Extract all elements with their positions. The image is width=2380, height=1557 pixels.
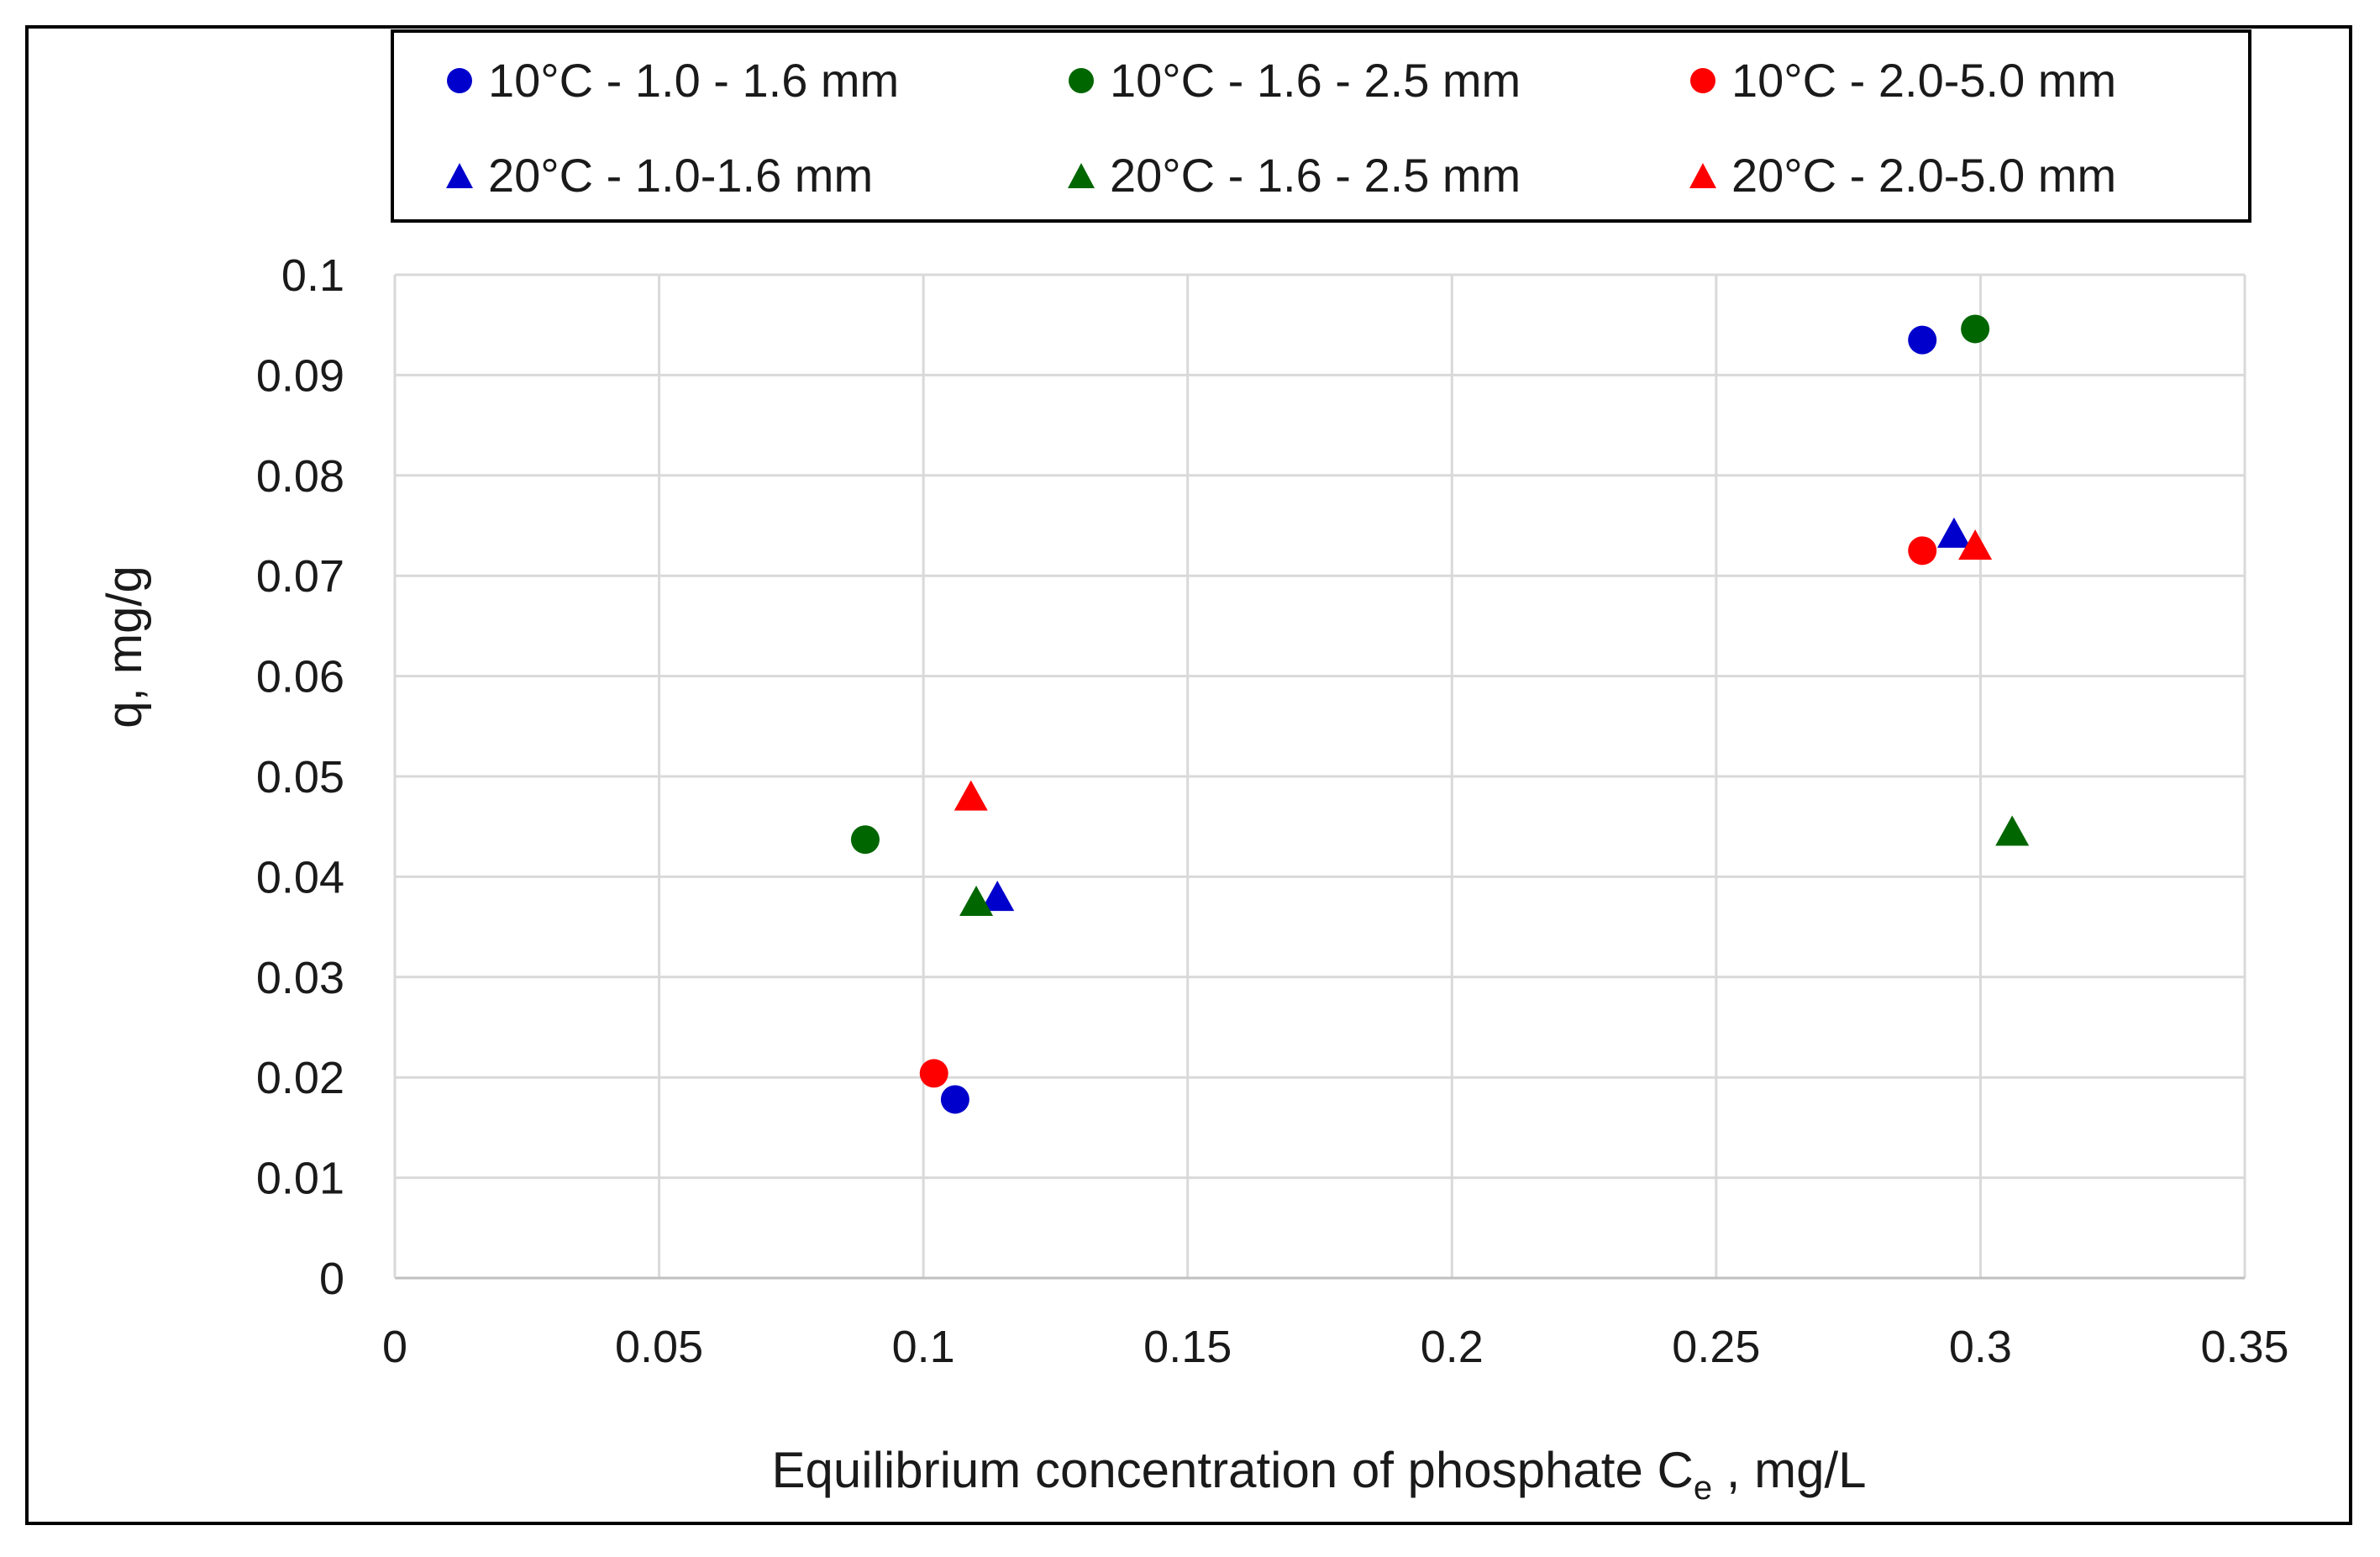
legend-item-10c-2.0-5.0: 10°C - 2.0-5.0 mm	[1637, 33, 2255, 128]
legend-marker-circle-red	[1690, 67, 1715, 93]
y-tick-label: 0.07	[256, 551, 344, 602]
legend-label: 20°C - 1.6 - 2.5 mm	[1110, 149, 1521, 202]
tick-labels: 0 0.05 0.1 0.15 0.2 0.25 0.3 0.35 0 0.01 0.02 0.03 0…	[256, 250, 2289, 1372]
grid-lines	[395, 273, 2246, 1278]
legend-item-10c-1.6-2.5: 10°C - 1.6 - 2.5 mm	[1016, 33, 1637, 128]
legend-label: 10°C - 1.0 - 1.6 mm	[488, 54, 900, 107]
legend-marker-triangle-green	[1068, 162, 1095, 188]
y-tick-label: 0.06	[256, 652, 344, 702]
legend-label: 20°C - 1.0-1.6 mm	[488, 149, 874, 202]
data-point-triangle	[980, 881, 1015, 912]
legend-marker-circle-green	[1069, 67, 1094, 93]
data-point-circle	[940, 1085, 969, 1114]
data-point-circle	[1961, 314, 1990, 344]
y-tick-label: 0.03	[256, 953, 344, 1003]
legend-marker-triangle-blue	[446, 162, 473, 188]
axes	[393, 275, 2245, 1280]
x-tick-label: 0	[382, 1322, 407, 1372]
x-tick-label: 0.05	[615, 1322, 703, 1372]
y-axis-label: q, mg/g	[97, 565, 152, 728]
data-point-triangle	[954, 780, 988, 811]
data-point-circle	[850, 825, 880, 855]
y-tick-label: 0.01	[256, 1154, 344, 1204]
x-axis-label-subscript: e	[1694, 1470, 1712, 1507]
legend-marker-triangle-red	[1689, 162, 1716, 188]
data-point-circle	[1908, 325, 1937, 355]
y-tick-label: 0.05	[256, 752, 344, 802]
legend-label: 10°C - 1.6 - 2.5 mm	[1110, 54, 1521, 107]
data-point-circle	[919, 1059, 948, 1088]
legend: 10°C - 1.0 - 1.6 mm 10°C - 1.6 - 2.5 mm …	[391, 29, 2251, 223]
legend-label: 10°C - 2.0-5.0 mm	[1731, 54, 2117, 107]
x-tick-label: 0.1	[892, 1322, 955, 1372]
data-point-triangle	[1936, 517, 1971, 548]
y-tick-label: 0.09	[256, 350, 344, 401]
y-tick-label: 0	[319, 1254, 344, 1304]
x-tick-label: 0.25	[1672, 1322, 1760, 1372]
y-tick-label: 0.08	[256, 451, 344, 502]
legend-item-20c-1.0-1.6: 20°C - 1.0-1.6 mm	[394, 128, 1016, 223]
y-tick-label: 0.1	[281, 250, 344, 301]
legend-item-10c-1.0-1.6: 10°C - 1.0 - 1.6 mm	[394, 33, 1016, 128]
x-axis-label-main: Equilibrium concentration of phosphate C	[772, 1442, 1694, 1498]
data-point-triangle	[1995, 815, 2030, 846]
x-tick-label: 0.2	[1421, 1322, 1484, 1372]
y-tick-label: 0.04	[256, 852, 344, 902]
legend-marker-circle-blue	[447, 67, 472, 93]
x-axis-label: Equilibrium concentration of phosphate C…	[772, 1442, 1867, 1507]
data-points	[850, 314, 2030, 1114]
legend-item-20c-1.6-2.5: 20°C - 1.6 - 2.5 mm	[1016, 128, 1637, 223]
legend-label: 20°C - 2.0-5.0 mm	[1731, 149, 2117, 202]
data-point-triangle	[959, 886, 994, 917]
x-tick-label: 0.35	[2200, 1322, 2288, 1372]
x-tick-label: 0.15	[1143, 1322, 1232, 1372]
y-tick-label: 0.02	[256, 1053, 344, 1103]
x-tick-label: 0.3	[1949, 1322, 2012, 1372]
x-axis-label-suffix: , mg/L	[1712, 1442, 1866, 1498]
legend-item-20c-2.0-5.0: 20°C - 2.0-5.0 mm	[1637, 128, 2255, 223]
data-point-triangle	[1958, 529, 1993, 560]
data-point-circle	[1908, 536, 1937, 565]
